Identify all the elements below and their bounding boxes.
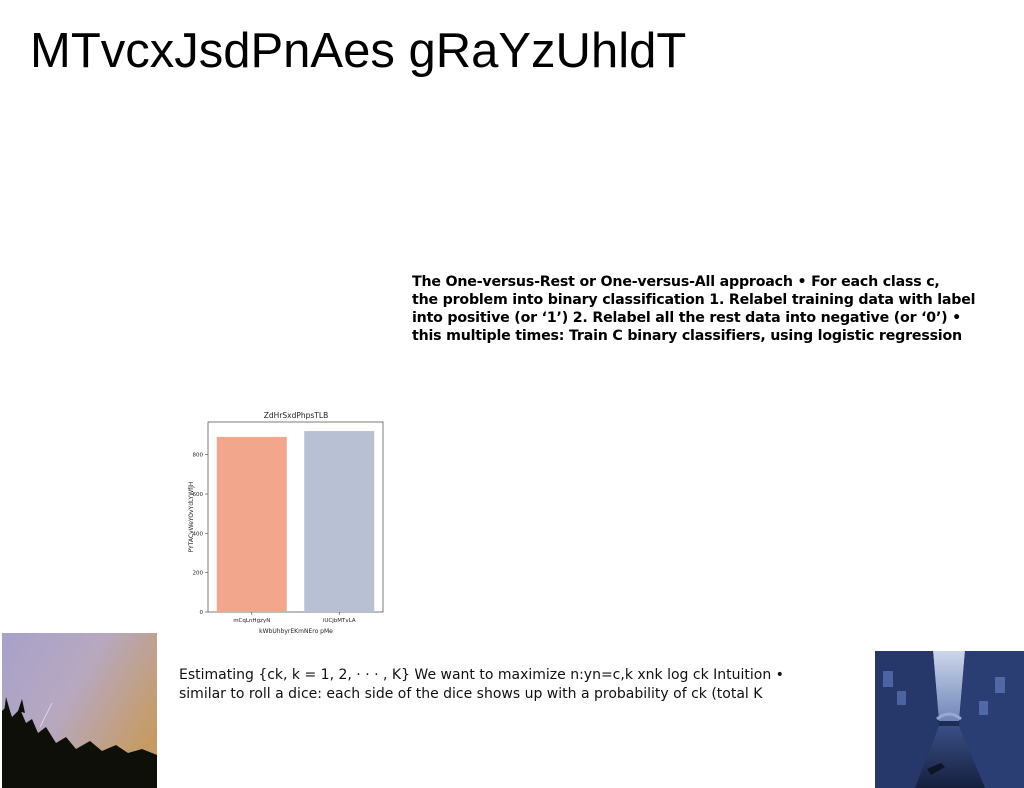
chart-title: ZdHrSxdPhpsTLB: [264, 411, 328, 420]
body-line: Estimating {ck, k = 1, 2, · · · , K} We …: [179, 666, 839, 685]
x-tick-label: mCqLnHgzyN: [233, 618, 270, 624]
x-axis-label: kWbUhbyrEKmNEro pMe: [259, 628, 333, 635]
bold-line: the problem into binary classification 1…: [412, 291, 1012, 309]
bold-line: this multiple times: Train C binary clas…: [412, 327, 1012, 345]
y-tick-label: 0: [200, 610, 204, 616]
bar: [217, 437, 287, 612]
y-tick-label: 200: [193, 571, 204, 577]
bold-paragraph: The One-versus-Rest or One-versus-All ap…: [412, 273, 1012, 345]
bold-line: The One-versus-Rest or One-versus-All ap…: [412, 273, 1012, 291]
bar: [304, 431, 374, 612]
bars: [217, 431, 375, 612]
night-sky-trees-photo: [2, 633, 157, 788]
body-paragraph: Estimating {ck, k = 1, 2, · · · , K} We …: [179, 666, 839, 704]
bold-line: into positive (or ‘1’) 2. Relabel all th…: [412, 309, 1012, 327]
slide-title: MTvcxJsdPnAes gRaYzUhldT: [30, 22, 686, 80]
venice-canal-photo: [875, 651, 1024, 788]
x-tick-label: iUCjbMTvLA: [323, 618, 356, 624]
y-tick-label: 800: [193, 453, 204, 459]
x-axis-ticks: mCqLnHgzyN iUCjbMTvLA: [233, 612, 356, 624]
y-axis-label: PYTACvWeYOvYdLYWfjH: [188, 482, 195, 553]
body-line: similar to roll a dice: each side of the…: [179, 685, 839, 704]
